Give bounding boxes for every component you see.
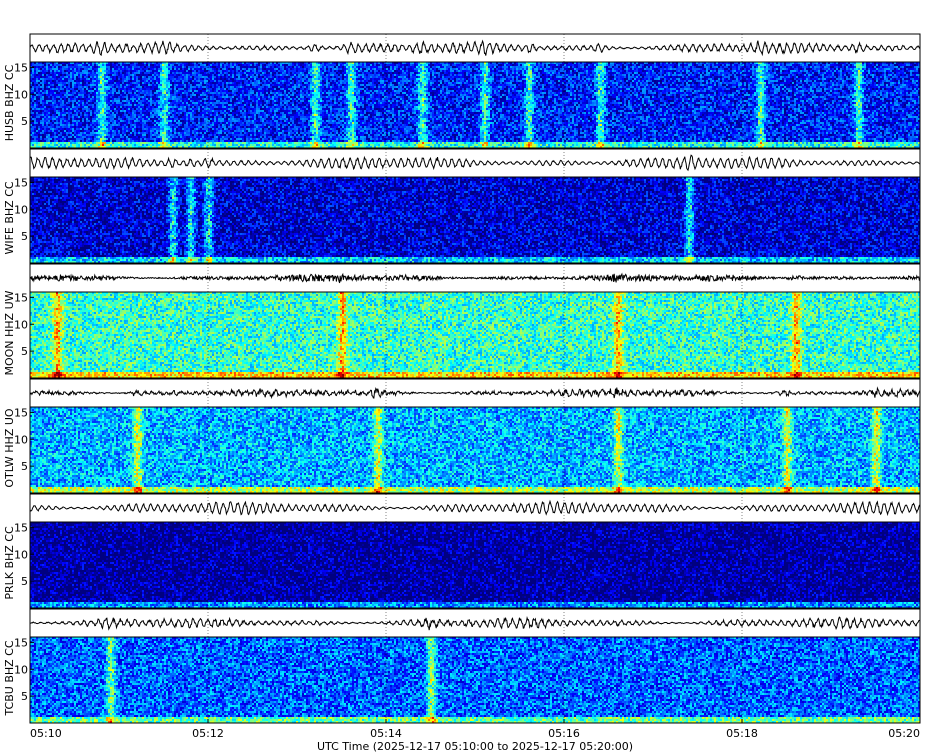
y-tick-label: 10 (14, 433, 28, 446)
y-tick-label: 10 (14, 663, 28, 676)
station-label: MOON HHZ UW (3, 290, 16, 375)
y-tick-label: 5 (21, 230, 28, 243)
spectrogram (29, 61, 921, 149)
y-tick-label: 15 (14, 521, 28, 534)
x-tick-label: 05:18 (726, 727, 758, 740)
y-tick-label: 10 (14, 203, 28, 216)
y-tick-label: 15 (14, 176, 28, 189)
spectrogram (29, 636, 921, 724)
y-tick-label: 10 (14, 88, 28, 101)
waveform-trace (29, 148, 921, 178)
spectrogram (29, 406, 921, 494)
waveform-trace (29, 493, 921, 523)
x-tick-label: 05:16 (548, 727, 580, 740)
station-label: PRLK BHZ CC (3, 526, 16, 600)
spectrogram (29, 521, 921, 609)
y-tick-label: 5 (21, 690, 28, 703)
y-tick-label: 15 (14, 636, 28, 649)
station-label: WIFE BHZ CC (3, 181, 16, 254)
station-label: TCBU BHZ CC (3, 640, 16, 716)
x-axis: 05:10 05:12 05:14 05:16 05:18 05:20 (29, 719, 921, 740)
y-tick-label: 15 (14, 406, 28, 419)
waveform-trace (29, 378, 921, 408)
y-tick-label: 10 (14, 318, 28, 331)
y-tick-label: 15 (14, 61, 28, 74)
y-tick-label: 15 (14, 291, 28, 304)
station-label: HUSB BHZ CC (3, 64, 16, 141)
x-tick-label: 05:14 (370, 727, 402, 740)
x-tick-label: 05:10 (30, 727, 62, 740)
x-tick-label: 05:12 (192, 727, 224, 740)
y-tick-label: 10 (14, 548, 28, 561)
spectrogram (29, 291, 921, 379)
y-tick-label: 5 (21, 345, 28, 358)
x-tick-label: 05:20 (888, 727, 920, 740)
waveform-trace (29, 608, 921, 638)
waveform-trace (29, 263, 921, 293)
x-axis-label: UTC Time (2025-12-17 05:10:00 to 2025-12… (317, 740, 633, 753)
waveform-trace (29, 33, 921, 63)
station-label: OTLW HHZ UO (3, 408, 16, 487)
y-tick-label: 5 (21, 575, 28, 588)
spectrogram (29, 176, 921, 264)
y-tick-label: 5 (21, 115, 28, 128)
y-tick-label: 5 (21, 460, 28, 473)
